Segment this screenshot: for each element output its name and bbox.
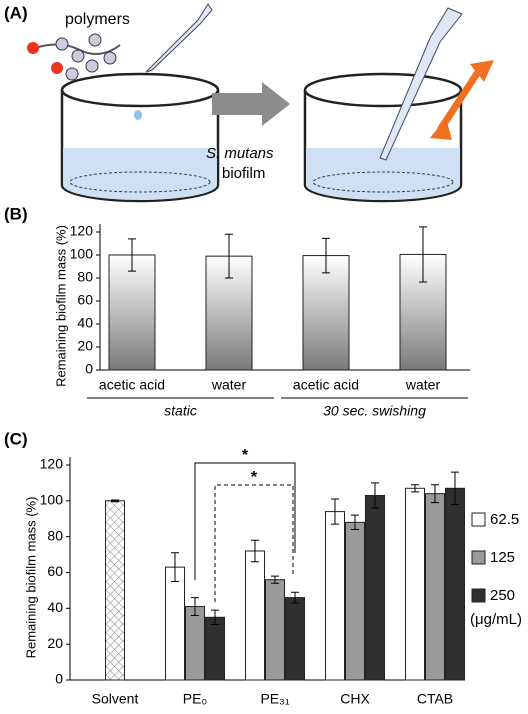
legend-swatch (471, 512, 486, 527)
x-tick-label: water (211, 377, 247, 393)
y-tick-label: 40 (47, 599, 63, 615)
bar (165, 566, 185, 681)
panel-label: (C) (4, 429, 28, 448)
y-tick-label: 0 (55, 671, 63, 687)
significance-bracket (214, 484, 294, 602)
error-bar (371, 482, 379, 509)
y-tick-label: 60 (47, 563, 63, 579)
error-bar (251, 539, 259, 563)
error-bar (351, 514, 359, 530)
x-tick-label: CHX (340, 691, 370, 707)
diagram: (A) polymers S. mutan (4, 3, 494, 203)
error-bar (225, 233, 233, 279)
bar (205, 616, 225, 681)
biofilm-label: biofilm (222, 165, 265, 182)
panel-label: (A) (4, 3, 28, 22)
x-tick-label: CTAB (417, 691, 453, 707)
y-tick-label: 60 (77, 292, 93, 308)
significance-label: * (251, 469, 258, 486)
bar (245, 550, 265, 681)
bar (108, 254, 156, 371)
error-bar (291, 591, 299, 604)
y-tick-label: 120 (70, 223, 94, 239)
x-tick-label: Solvent (92, 691, 139, 707)
bar (425, 493, 445, 681)
legend-label: 250 (490, 587, 515, 604)
y-tick-label: 80 (47, 527, 63, 543)
bar (445, 487, 465, 681)
y-tick-label: 0 (85, 361, 93, 377)
significance-bracket (194, 462, 296, 580)
error-bar (331, 498, 339, 525)
x-tick-label: PE₃₁ (260, 691, 289, 707)
error-bar (271, 575, 279, 584)
bar (405, 487, 425, 681)
group-label: static (164, 403, 197, 419)
bar (265, 579, 285, 681)
legend-unit: (μg/mL) (470, 611, 522, 628)
x-tick-label: acetic acid (293, 377, 359, 393)
group-label: 30 sec. swishing (323, 403, 426, 419)
error-bar (111, 499, 119, 503)
bar (185, 606, 205, 681)
process-arrow (212, 82, 290, 126)
error-bar (419, 226, 427, 283)
panel-label: (B) (4, 204, 28, 223)
error-bar (211, 609, 219, 625)
x-tick-label: acetic acid (99, 377, 165, 393)
error-bar (431, 484, 439, 504)
x-tick-label: PE₀ (183, 691, 208, 707)
significance-label: * (242, 447, 249, 464)
polymer-chain (27, 33, 121, 81)
bar (325, 511, 345, 681)
y-axis-label: Remaining biofilm mass (%) (53, 225, 68, 387)
y-axis-label: Remaining biofilm mass (%) (23, 497, 38, 659)
bar (365, 494, 385, 681)
species-label: S. mutans (206, 145, 274, 162)
polymer-label: polymers (65, 11, 130, 28)
error-bar (411, 484, 419, 493)
bar (345, 521, 365, 681)
bar (285, 597, 305, 681)
error-bar (191, 597, 199, 616)
y-tick-label: 80 (77, 269, 93, 285)
bar (205, 255, 253, 371)
legend-label: 125 (490, 549, 515, 566)
x-tick-label: water (405, 377, 441, 393)
error-bar (128, 238, 136, 272)
beaker-right (303, 7, 494, 203)
legend-swatch (471, 550, 486, 565)
y-tick-label: 120 (40, 456, 64, 472)
y-tick-label: 20 (47, 635, 63, 651)
error-bar (451, 471, 459, 505)
y-tick-label: 40 (77, 315, 93, 331)
beaker-left (60, 72, 220, 203)
bar (105, 500, 125, 681)
error-bar (322, 237, 330, 274)
bar (302, 255, 350, 371)
legend-swatch (471, 588, 486, 603)
error-bar (171, 552, 179, 582)
legend-label: 62.5 (490, 511, 519, 528)
y-tick-label: 100 (70, 246, 94, 262)
y-tick-label: 100 (40, 492, 64, 508)
y-tick-label: 20 (77, 338, 93, 354)
